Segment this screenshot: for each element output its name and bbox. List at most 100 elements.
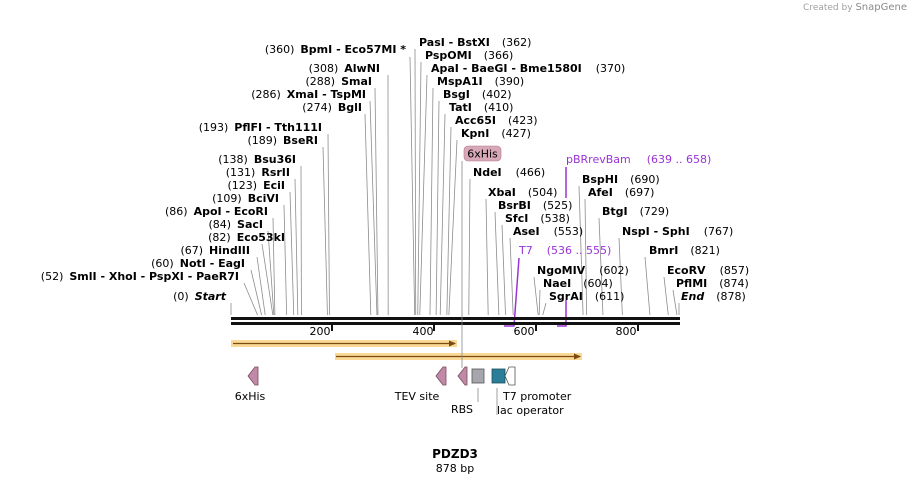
site-label-noti[interactable]: (60) NotI - EagI: [151, 257, 245, 270]
feature-label-6xhis: 6xHis: [235, 390, 266, 403]
feature-tev-site[interactable]: [435, 366, 447, 386]
axis-ticks: 200 400 600 800: [310, 325, 639, 338]
plasmid-name: PDZD3: [432, 447, 478, 461]
site-connector-bseri: [322, 146, 328, 316]
site-label-xbai[interactable]: XbaI (504): [488, 186, 557, 199]
site-connector-pasi: [414, 48, 417, 316]
feature-his-rbs-arrow[interactable]: [457, 366, 468, 386]
site-label-bsrbi[interactable]: BsrBI (525): [498, 199, 572, 212]
site-label-hindiii[interactable]: (67) HindIII: [180, 244, 250, 257]
feature-t7-promoter[interactable]: [504, 366, 516, 386]
site-connector-apoi: [272, 217, 276, 316]
feature-lac-operator[interactable]: [491, 368, 506, 384]
tick-label-600: 600: [514, 325, 535, 338]
site-label-ecorv[interactable]: EcoRV (857): [667, 264, 749, 277]
site-connector-smli: [243, 282, 258, 316]
orf-arrow-2[interactable]: [335, 353, 582, 360]
plasmid-length: 878 bp: [436, 462, 474, 475]
primer-t7-label[interactable]: T7 (536 .. 555): [518, 244, 611, 257]
site-label-mspa1i[interactable]: MspA1I (390): [437, 75, 524, 88]
site-connector-noti: [250, 269, 263, 316]
site-connector-naei: [538, 289, 541, 316]
site-label-bcivi[interactable]: (109) BciVI: [212, 192, 279, 205]
site-connector-pspomi: [417, 61, 422, 316]
site-label-bsu36i[interactable]: (138) Bsu36I: [218, 153, 296, 166]
site-label-bmri[interactable]: BmrI (821): [649, 244, 720, 257]
site-label-bgli[interactable]: (274) BglI: [302, 101, 362, 114]
site-label-end[interactable]: End (878): [681, 290, 746, 303]
site-connector-tati: [439, 113, 446, 316]
site-connector-ecii: [289, 191, 295, 316]
feature-rbs[interactable]: [471, 368, 485, 384]
site-label-afei[interactable]: AfeI (697): [588, 186, 654, 199]
site-connector-bgli: [364, 113, 372, 316]
site-label-ndei[interactable]: NdeI (466): [473, 166, 545, 179]
orf-arrow-1[interactable]: [231, 340, 457, 347]
site-label-ecii[interactable]: (123) EciI: [228, 179, 286, 192]
site-connector-xmai: [369, 100, 378, 316]
site-connector-mspa1i: [429, 87, 434, 316]
site-label-kpni[interactable]: KpnI (427): [461, 127, 531, 140]
site-connector-asei: [509, 237, 514, 316]
site-connector-ndei: [468, 178, 471, 316]
site-label-xmai[interactable]: (286) XmaI - TspMI: [251, 88, 366, 101]
site-connector-eco53ki: [261, 243, 274, 316]
right-site-labels: PasI - BstXI (362) PspOMI (366) ApaI - Bae…: [419, 36, 749, 303]
site-label-bpmi[interactable]: (360) BpmI - Eco57MI *: [265, 43, 406, 56]
site-label-asei[interactable]: AseI (553): [513, 225, 583, 238]
his-tag-marker[interactable]: 6xHis: [463, 145, 502, 162]
site-label-pspomi[interactable]: PspOMI (366): [425, 49, 513, 62]
site-label-rsrii[interactable]: (131) RsrII: [226, 166, 290, 179]
site-label-naei[interactable]: NaeI (604): [543, 277, 613, 290]
site-connector-bsgi: [435, 100, 440, 316]
primer-pbrrevbam[interactable]: [557, 167, 567, 327]
snapgene-watermark: Created by SnapGene: [803, 2, 907, 13]
site-label-pflmi[interactable]: PflMI (874): [676, 277, 749, 290]
sequence-backbone: [231, 317, 680, 325]
site-connector-rsrii: [294, 178, 299, 316]
site-connector-bsphi: [578, 185, 584, 316]
site-connector-kpni: [448, 139, 458, 316]
site-label-smai[interactable]: (288) SmaI: [306, 75, 373, 88]
site-connector-bsrbi: [494, 211, 500, 316]
site-connector-xbai: [485, 198, 489, 316]
left-site-labels: (360) BpmI - Eco57MI * (308) AlwNI (288) Sm…: [41, 43, 406, 303]
site-label-saci[interactable]: (84) SacI: [208, 218, 263, 231]
site-label-pasi[interactable]: PasI - BstXI (362): [419, 36, 531, 49]
svg-text:6xHis: 6xHis: [467, 148, 498, 161]
site-connector-acc65i: [446, 126, 452, 316]
site-label-btgi[interactable]: BtgI (729): [602, 205, 669, 218]
site-connector-sfci: [501, 224, 506, 316]
site-connector-bmri: [644, 256, 651, 316]
snapgene-logo-text: SnapGene: [855, 2, 907, 13]
site-connector-nspi: [618, 237, 623, 316]
site-label-acc65i[interactable]: Acc65I (423): [455, 114, 538, 127]
site-connector-lines: [230, 48, 680, 316]
site-label-alwni[interactable]: (308) AlwNI: [309, 62, 380, 75]
primer-pbrrevbam-label[interactable]: pBRrevBam (639 .. 658): [566, 153, 711, 166]
site-connector-sgrai: [542, 302, 547, 316]
site-label-ngomiv[interactable]: NgoMIV (602): [537, 264, 629, 277]
site-label-bsgi[interactable]: BsgI (402): [443, 88, 512, 101]
site-label-nspi[interactable]: NspI - SphI (767): [622, 225, 733, 238]
site-connector-pflfi: [327, 133, 330, 316]
site-label-pflfi[interactable]: (193) PflFI - Tth111I: [199, 121, 322, 134]
site-label-bseri[interactable]: (189) BseRI: [247, 134, 318, 147]
tick-label-400: 400: [413, 325, 434, 338]
site-label-apoi[interactable]: (86) ApoI - EcoRI: [165, 205, 268, 218]
primer-t7[interactable]: [504, 257, 520, 327]
tick-label-200: 200: [310, 325, 331, 338]
site-label-smli[interactable]: (52) SmlI - XhoI - PspXI - PaeR7I: [41, 270, 239, 283]
feature-label-t7-promoter: T7 promoter: [502, 390, 572, 403]
site-label-sgrai[interactable]: SgrAI (611): [549, 290, 624, 303]
site-label-apai[interactable]: ApaI - BaeGI - Bme1580I (370): [431, 62, 625, 75]
site-label-tati[interactable]: TatI (410): [449, 101, 513, 114]
site-label-sfci[interactable]: SfcI (538): [505, 212, 570, 225]
site-label-bsphi[interactable]: BspHI (690): [582, 173, 660, 186]
site-label-eco53ki[interactable]: (82) Eco53kI: [208, 231, 285, 244]
site-connector-hindiii: [256, 256, 266, 316]
feature-6xhis[interactable]: [247, 366, 259, 386]
feature-label-tev: TEV site: [394, 390, 440, 403]
site-label-start[interactable]: (0) Start: [173, 290, 227, 303]
feature-label-lac-operator: lac operator: [497, 404, 564, 417]
